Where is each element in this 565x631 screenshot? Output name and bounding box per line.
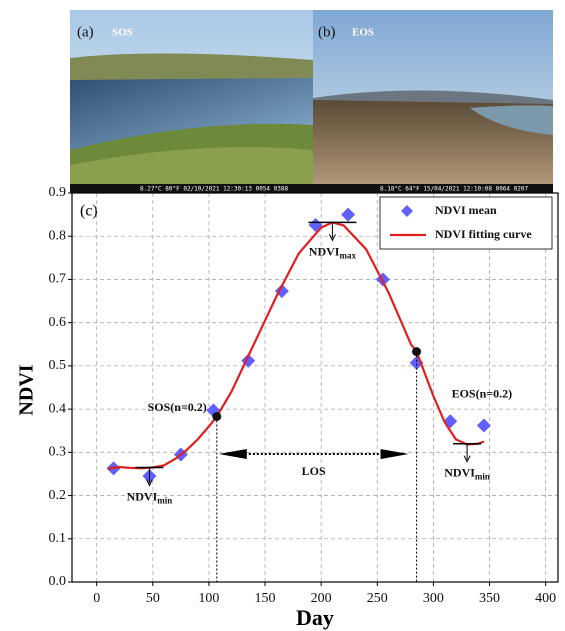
level-label-sub: min (157, 496, 172, 506)
level-label: NDVImax (309, 244, 357, 260)
y-tick-label: 0.5 (49, 358, 67, 373)
photo-stamp: 8.27°C 80°F 02/10/2021 12:30:13 0054 038… (140, 186, 288, 193)
x-tick-label: 300 (423, 591, 444, 606)
plot-frame (71, 192, 559, 583)
los-arrowhead (218, 449, 247, 460)
phenology-label: EOS(n=0.2) (452, 386, 513, 400)
x-axis-title: Day (296, 605, 334, 630)
phenology-label: SOS(n=0.2) (148, 400, 207, 414)
level-arrowhead (463, 455, 471, 463)
y-tick-label: 0.7 (49, 272, 67, 287)
y-tick-label: 0.1 (49, 531, 67, 546)
x-tick-label: 150 (255, 591, 276, 606)
level-label-sub: max (339, 250, 356, 260)
legend-marker (401, 205, 413, 217)
legend-label: NDVI mean (435, 203, 497, 217)
photo-title: SOS (112, 27, 133, 39)
y-tick-label: 0.4 (49, 401, 67, 416)
panel-label: (c) (80, 203, 98, 220)
ndvi-point (341, 207, 356, 222)
los-arrowhead (380, 449, 409, 460)
y-tick-label: 0.6 (49, 315, 67, 330)
x-tick-label: 0 (93, 591, 100, 606)
y-tick-label: 0.2 (49, 488, 67, 503)
level-label-sub: min (475, 472, 490, 482)
x-tick-label: 350 (479, 591, 500, 606)
level-label: NDVImin (444, 465, 490, 481)
fitting-curve (107, 221, 485, 470)
photo-b (313, 10, 553, 193)
photo-label: (a) (77, 24, 94, 40)
x-tick-label: 50 (146, 591, 160, 606)
phenology-point (212, 411, 222, 421)
los-label: LOS (302, 464, 326, 478)
level-label-main: NDVI (444, 465, 475, 479)
y-tick-label: 0.0 (49, 574, 67, 589)
level-label: NDVImin (127, 489, 173, 505)
ndvi-point (476, 418, 491, 433)
x-tick-label: 200 (311, 591, 332, 606)
level-arrowhead (328, 234, 336, 242)
y-tick-label: 0.8 (49, 228, 67, 243)
level-label-main: NDVI (127, 489, 158, 503)
photo-stamp: 8.18°C 64°F 15/04/2021 12:10:08 0064 020… (380, 186, 528, 193)
y-tick-label: 0.3 (49, 445, 67, 460)
photo-label: (b) (318, 24, 336, 40)
legend-label: NDVI fitting curve (435, 227, 532, 241)
legend-box (379, 196, 553, 250)
y-tick-label: 0.9 (49, 185, 67, 200)
photo-title: EOS (352, 27, 374, 39)
y-axis-title: NDVI (16, 364, 38, 415)
x-tick-label: 400 (535, 591, 556, 606)
x-tick-label: 250 (367, 591, 388, 606)
level-arrowhead (145, 479, 153, 487)
photo-a (70, 10, 313, 193)
level-label-main: NDVI (309, 244, 340, 258)
phenology-point (412, 347, 422, 357)
x-tick-label: 100 (198, 591, 219, 606)
